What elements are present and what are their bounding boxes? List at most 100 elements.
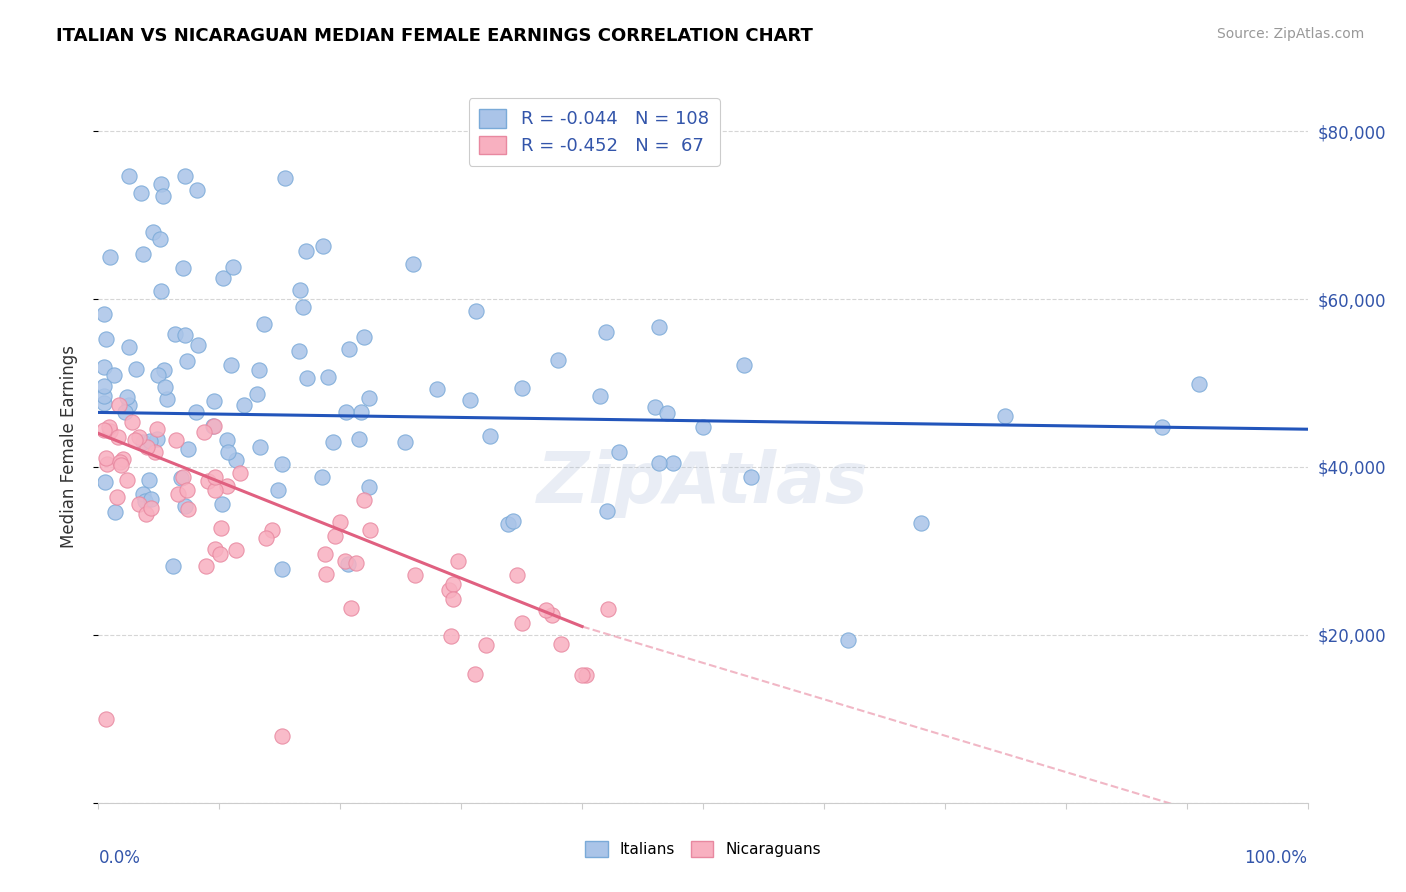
Point [575, 668, 598, 682]
Point [184, 405, 207, 419]
Point [733, 359, 755, 373]
Point [215, 434, 238, 448]
Point [93, 389, 115, 403]
Point [135, 508, 157, 522]
Point [475, 638, 498, 652]
Point [225, 452, 247, 467]
Point [648, 456, 671, 470]
Point [311, 469, 333, 483]
Point [315, 566, 337, 581]
Point [550, 637, 572, 651]
Point [333, 554, 356, 568]
Point [464, 667, 486, 681]
Point [295, 244, 318, 258]
Point [209, 521, 232, 535]
Point [114, 404, 136, 418]
Point [146, 422, 169, 436]
Point [209, 547, 232, 561]
Point [174, 327, 197, 342]
Point [404, 568, 426, 582]
Point [204, 470, 226, 484]
Point [153, 363, 176, 377]
Point [359, 392, 381, 406]
Point [108, 397, 131, 411]
Point [260, 523, 283, 537]
Point [162, 559, 184, 574]
Point [217, 444, 239, 458]
Point [253, 318, 276, 332]
Point [136, 440, 159, 454]
Point [105, 491, 128, 505]
Point [426, 382, 449, 396]
Point [98, 250, 121, 264]
Point [128, 430, 150, 444]
Point [170, 471, 193, 485]
Point [202, 419, 225, 434]
Point [202, 394, 225, 409]
Point [274, 171, 297, 186]
Point [254, 531, 277, 545]
Point [174, 169, 197, 184]
Point [588, 389, 610, 403]
Point [153, 380, 176, 394]
Point [110, 455, 132, 469]
Point [1152, 420, 1174, 434]
Point [344, 556, 367, 570]
Point [540, 608, 562, 623]
Point [232, 398, 254, 412]
Point [502, 514, 524, 528]
Text: ITALIAN VS NICARAGUAN MEDIAN FEMALE EARNINGS CORRELATION CHART: ITALIAN VS NICARAGUAN MEDIAN FEMALE EARN… [56, 27, 813, 45]
Point [340, 600, 363, 615]
Point [98, 420, 121, 434]
Point [648, 320, 671, 334]
Point [692, 420, 714, 434]
Point [204, 483, 226, 498]
Point [118, 169, 141, 183]
Point [165, 433, 187, 447]
Point [510, 615, 533, 630]
Point [177, 442, 200, 456]
Point [402, 256, 425, 270]
Point [437, 582, 460, 597]
Point [547, 353, 569, 368]
Point [149, 232, 172, 246]
Point [607, 444, 630, 458]
Point [357, 480, 380, 494]
Text: 0.0%: 0.0% [98, 849, 141, 867]
Point [329, 515, 352, 529]
Point [335, 405, 357, 419]
Point [141, 500, 163, 515]
Point [211, 497, 233, 511]
Point [197, 475, 219, 489]
Point [176, 483, 198, 498]
Point [349, 405, 371, 419]
Point [644, 400, 666, 414]
Point [222, 260, 245, 275]
Point [139, 492, 162, 507]
Point [146, 368, 169, 383]
Point [93, 423, 115, 437]
Point [132, 246, 155, 260]
Point [337, 343, 360, 357]
Point [440, 629, 463, 643]
Point [295, 371, 318, 385]
Y-axis label: Median Female Earnings: Median Female Earnings [59, 344, 77, 548]
Point [103, 368, 125, 382]
Point [288, 284, 311, 298]
Point [172, 469, 194, 483]
Point [107, 430, 129, 444]
Point [322, 434, 344, 449]
Point [246, 387, 269, 401]
Point [132, 434, 155, 449]
Point [166, 487, 188, 501]
Point [121, 415, 143, 429]
Point [441, 591, 464, 606]
Point [177, 502, 200, 516]
Point [128, 497, 150, 511]
Point [347, 433, 370, 447]
Point [247, 363, 270, 377]
Point [176, 354, 198, 368]
Point [165, 327, 187, 342]
Point [394, 435, 416, 450]
Point [270, 457, 292, 471]
